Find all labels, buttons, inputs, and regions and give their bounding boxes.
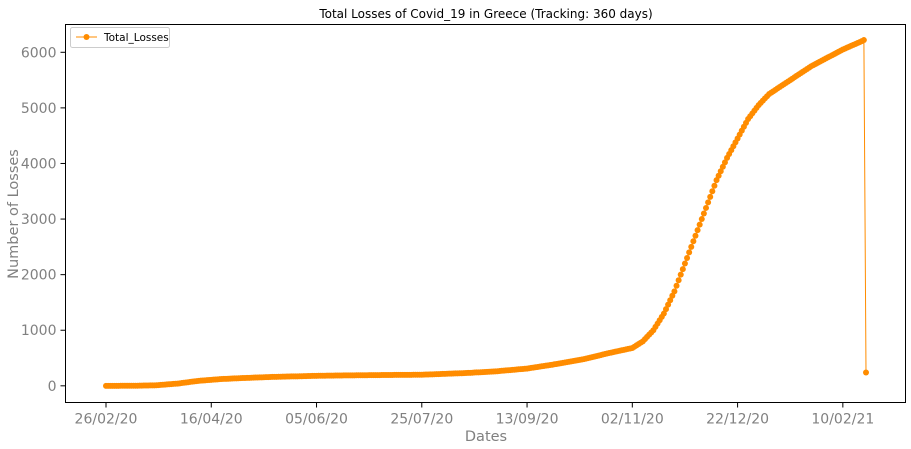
plot-area-frame	[65, 24, 906, 403]
data-point	[671, 288, 678, 295]
data-point	[707, 193, 714, 200]
data-point	[713, 177, 720, 184]
data-point	[700, 210, 707, 217]
legend-box	[70, 27, 170, 48]
x-tick-label: 05/06/20	[285, 412, 348, 428]
y-tick-label: 3000	[21, 212, 57, 228]
x-axis-label: Dates	[465, 429, 507, 445]
data-point	[721, 159, 728, 166]
data-point	[677, 271, 684, 278]
x-tick-label: 10/02/21	[811, 412, 874, 428]
y-tick-label: 1000	[21, 323, 57, 339]
x-tick-label: 22/12/20	[706, 412, 769, 428]
x-tick-label: 25/07/20	[390, 412, 453, 428]
data-point	[690, 238, 697, 245]
data-point	[663, 306, 669, 313]
series-line	[106, 39, 867, 387]
legend: Total_Losses	[70, 27, 170, 48]
data-point	[709, 188, 716, 195]
y-tick-label: 0	[48, 379, 57, 395]
y-tick-label: 4000	[21, 156, 57, 172]
data-point	[696, 221, 703, 228]
data-point	[679, 266, 686, 273]
data-point	[705, 199, 712, 206]
data-point	[660, 310, 667, 317]
data-point	[694, 227, 701, 234]
data-point	[675, 277, 682, 284]
data-point	[688, 243, 695, 250]
data-point	[863, 369, 869, 376]
chart-title: Total Losses of Covid_19 in Greece (Trac…	[318, 7, 652, 21]
data-point	[719, 163, 726, 170]
x-axis: 26/02/20 16/04/20 05/06/20 25/07/20 13/09/20…	[75, 402, 874, 428]
data-point	[673, 282, 680, 289]
data-point	[698, 216, 705, 223]
y-axis-label: Number of Losses	[6, 149, 22, 279]
legend-dot-marker	[83, 34, 90, 40]
y-tick-label: 6000	[21, 45, 57, 61]
data-point	[667, 297, 674, 304]
x-tick-label: 26/02/20	[75, 412, 138, 428]
legend-label: Total_Losses	[103, 32, 169, 44]
y-tick-label: 5000	[21, 101, 57, 117]
y-tick-label: 2000	[21, 268, 57, 284]
data-point	[665, 301, 672, 308]
x-tick-label: 16/04/20	[180, 412, 243, 428]
data-point	[703, 204, 709, 211]
x-tick-label: 13/09/20	[496, 412, 559, 428]
data-point	[684, 254, 691, 261]
data-point	[715, 172, 722, 179]
data-point	[692, 232, 699, 239]
data-point	[681, 260, 688, 267]
data-point	[711, 182, 718, 189]
data-point	[860, 37, 867, 44]
data-point	[669, 292, 676, 299]
data-point	[686, 249, 693, 256]
x-tick-label: 02/11/20	[601, 412, 664, 428]
series-total-losses	[103, 37, 869, 389]
y-axis: 0 1000 2000 3000 4000 5000 6000	[21, 45, 66, 395]
data-point	[717, 168, 724, 175]
